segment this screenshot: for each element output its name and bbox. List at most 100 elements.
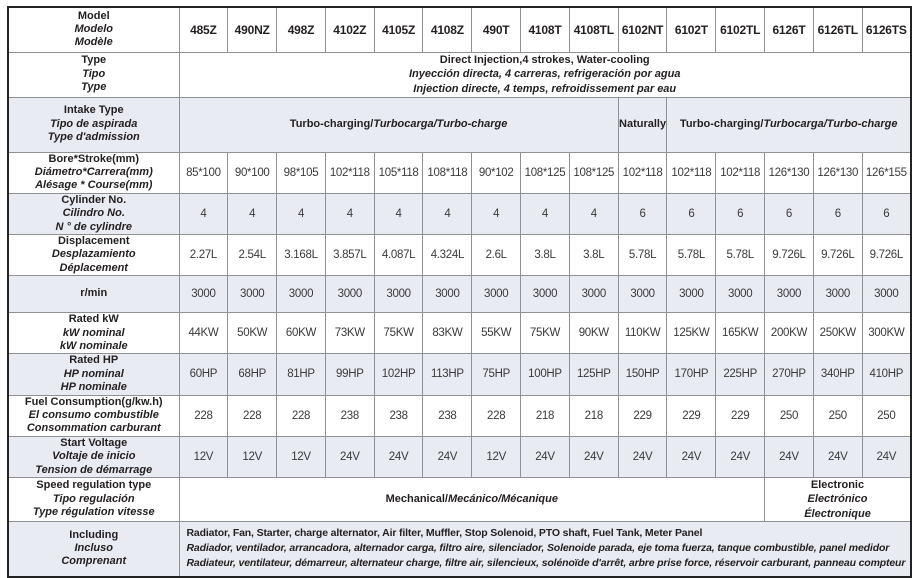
model-name-cell: 4108Z [422, 6, 473, 53]
merged-cell-line: Turbo-charging/Turbocarga/Turbo-charge [668, 117, 910, 131]
cell-fuel-6126TL: 250 [812, 394, 863, 437]
row-label-line: Cylinder No. [61, 193, 127, 206]
row-label-intake: Intake Type Tipo de aspirada Type d'admiss… [7, 96, 180, 153]
cell-fuel-490NZ: 228 [227, 394, 278, 437]
text-segment: Injection directe, 4 temps, refroidissem… [413, 82, 677, 95]
cell-rmin-490NZ: 3000 [227, 275, 278, 314]
row-label-line: Tipo [82, 67, 106, 80]
row-label-voltage: Start Voltage Voltaje de inicio Tension de… [7, 435, 180, 479]
row-intake: Intake Type Tipo de aspirada Type d'admiss… [7, 96, 912, 153]
row-label-hp: Rated HP HP nominal HP nominale [7, 353, 180, 396]
cell-displacement-4108T: 3.8L [520, 233, 570, 277]
cell-hp-485Z: 60HP [178, 353, 229, 396]
cell-kw-490NZ: 50KW [227, 312, 278, 355]
text-segment: Turbocarga/Turbo-charge [763, 118, 898, 131]
row-label-line: kW nominale [59, 339, 128, 352]
cell-voltage-4102Z: 24V [324, 435, 375, 479]
row-label-cylinder: Cylinder No. Cilindro No. N ° de cylindre [7, 192, 180, 235]
cell-rmin-6102NT: 3000 [617, 275, 668, 314]
cell-rmin-490T: 3000 [471, 275, 522, 314]
cell-kw-6102NT: 110KW [617, 312, 668, 355]
row-label-line: Fuel Consumption(g/kw.h) [24, 395, 163, 408]
cell-displacement-6126TS: 9.726L [861, 233, 912, 277]
text-segment: Inyección directa, 4 carreras, refrigera… [409, 68, 681, 81]
row-label-fuel: Fuel Consumption(g/kw.h) El consumo combu… [7, 394, 180, 437]
row-label-line: Tipo de aspirada [50, 117, 138, 130]
cell-bore-4108Z: 108*118 [422, 151, 473, 194]
cell-rmin-4105Z: 3000 [373, 275, 424, 314]
row-label-line: Incluso [74, 542, 113, 555]
model-name-cell: 490NZ [227, 6, 278, 53]
row-label-speed: Speed regulation type Tipo regulación Type… [7, 477, 180, 523]
cell-intake-2: Turbo-charging/Turbocarga/Turbo-charge [666, 96, 912, 153]
row-label-line: Comprenant [61, 555, 127, 568]
model-name-cell: 485Z [178, 6, 229, 53]
row-hp: Rated HP HP nominal HP nominale 60HP 68HP 81H… [7, 353, 912, 396]
cell-kw-4108TL: 90KW [568, 312, 619, 355]
cell-hp-6126T: 270HP [764, 353, 814, 396]
model-name-cell: 6102T [666, 6, 717, 53]
row-including: Including Incluso Comprenant Radiator, Fan,… [7, 521, 912, 578]
cell-displacement-6102T: 5.78L [666, 233, 717, 277]
cell-fuel-6102NT: 229 [617, 394, 668, 437]
cell-fuel-4102Z: 238 [324, 394, 375, 437]
cell-voltage-4108Z: 24V [422, 435, 473, 479]
row-label-line: Déplacement [59, 261, 128, 274]
cell-cylinder-485Z: 4 [178, 192, 229, 235]
merged-cell-line: Radiador, ventilador, arrancadora, alter… [187, 541, 903, 556]
cell-displacement-490T: 2.6L [471, 233, 522, 277]
cell-voltage-4108T: 24V [520, 435, 570, 479]
cell-rmin-498Z: 3000 [276, 275, 326, 314]
cell-kw-6102T: 125KW [666, 312, 717, 355]
row-label-line: Speed regulation type [36, 479, 152, 492]
cell-displacement-6126TL: 9.726L [812, 233, 863, 277]
cell-fuel-490T: 228 [471, 394, 522, 437]
cell-cylinder-4108T: 4 [520, 192, 570, 235]
text-segment: Turbocarga/Turbo-charge [373, 118, 508, 131]
merged-cell-line: Inyección directa, 4 carreras, refrigera… [180, 67, 910, 81]
cell-bore-6102NT: 102*118 [617, 151, 668, 194]
cell-rmin-6102T: 3000 [666, 275, 717, 314]
text-segment: Électronique [804, 507, 871, 520]
row-label-line: Modelo [74, 23, 114, 36]
cell-bore-4105Z: 105*118 [373, 151, 424, 194]
text-segment: Radiador, ventilador, arrancadora, alter… [186, 542, 890, 555]
cell-kw-4108T: 75KW [520, 312, 570, 355]
cell-cylinder-6102T: 6 [666, 192, 717, 235]
row-label-line: Diámetro*Carrera(mm) [34, 165, 153, 178]
cell-hp-4105Z: 102HP [373, 353, 424, 396]
cell-including-0: Radiator, Fan, Starter, charge alternato… [178, 521, 912, 578]
cell-kw-6102TL: 165KW [715, 312, 766, 355]
cell-voltage-485Z: 12V [178, 435, 229, 479]
text-segment: Naturally [619, 118, 667, 131]
text-segment: Radiateur, ventilateur, démarreur, alter… [186, 557, 906, 570]
model-name-cell: 6102NT [617, 6, 668, 53]
cell-hp-6102TL: 225HP [715, 353, 766, 396]
merged-cell-line: Radiateur, ventilateur, démarreur, alter… [186, 556, 906, 571]
model-name-cell: 490T [471, 6, 522, 53]
row-label-line: kW nominal [62, 326, 125, 339]
row-rmin: r/min 3000 3000 3000 3000 3000 3000 3000 3000 300… [7, 275, 912, 314]
cell-bore-6102T: 102*118 [666, 151, 717, 194]
cell-displacement-490NZ: 2.54L [227, 233, 278, 277]
cell-bore-490T: 90*102 [471, 151, 522, 194]
row-label-line: Including [69, 528, 119, 541]
cell-bore-485Z: 85*100 [178, 151, 229, 194]
cell-voltage-6126TS: 24V [861, 435, 912, 479]
cell-rmin-6102TL: 3000 [715, 275, 766, 314]
cell-cylinder-490T: 4 [471, 192, 522, 235]
cell-fuel-498Z: 228 [276, 394, 326, 437]
cell-displacement-6102TL: 5.78L [715, 233, 766, 277]
cell-bore-6126TS: 126*155 [861, 151, 912, 194]
row-label-line: r/min [80, 287, 108, 300]
row-label-line: Bore*Stroke(mm) [48, 152, 139, 165]
row-label-line: Model [77, 9, 110, 22]
engine-spec-sheet: Model Modelo Modèle 485Z 490NZ 498Z 4102Z 4105Z… [7, 6, 912, 578]
cell-bore-490NZ: 90*100 [227, 151, 278, 194]
cell-voltage-6102NT: 24V [617, 435, 668, 479]
model-name-cell: 6126TS [861, 6, 912, 53]
cell-displacement-4102Z: 3.857L [324, 233, 375, 277]
cell-displacement-6102NT: 5.78L [617, 233, 668, 277]
merged-cell-line: Electrónico [766, 492, 910, 506]
row-cylinder: Cylinder No. Cilindro No. N ° de cylindre 4… [7, 192, 912, 235]
